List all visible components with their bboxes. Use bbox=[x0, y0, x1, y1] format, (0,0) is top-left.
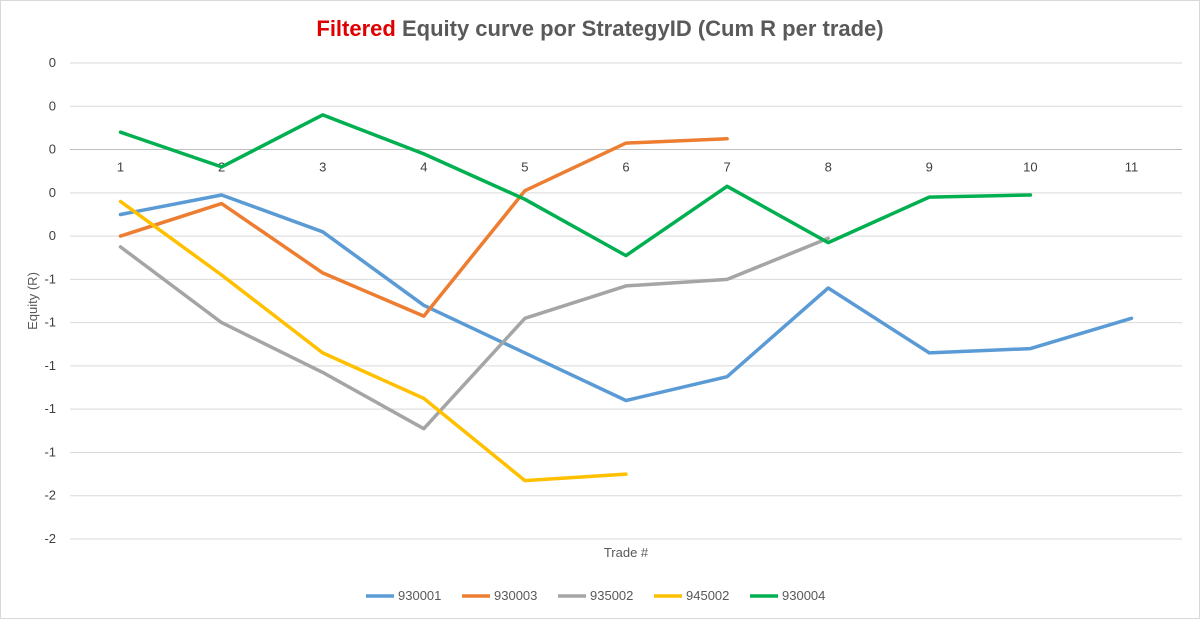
x-tick-label: 5 bbox=[521, 160, 528, 175]
series-line-945002 bbox=[118, 199, 628, 483]
y-tick-label: -1 bbox=[44, 271, 56, 286]
legend-label-930001: 930001 bbox=[398, 588, 441, 603]
x-axis-title: Trade # bbox=[604, 545, 649, 560]
y-axis-title: Equity (R) bbox=[25, 272, 40, 330]
y-tick-label: -2 bbox=[44, 531, 56, 546]
y-tick-label: -1 bbox=[44, 315, 56, 330]
legend-label-935002: 935002 bbox=[590, 588, 633, 603]
x-tick-label: 4 bbox=[420, 160, 427, 175]
x-tick-label: 7 bbox=[723, 160, 730, 175]
legend-label-930004: 930004 bbox=[782, 588, 825, 603]
series-line-930004 bbox=[118, 113, 1033, 258]
x-tick-label: 6 bbox=[622, 160, 629, 175]
chart-title-highlight: Filtered bbox=[316, 16, 396, 41]
y-tick-label: -1 bbox=[44, 401, 56, 416]
chart-title: Filtered Equity curve por StrategyID (Cu… bbox=[0, 16, 1200, 42]
y-tick-label: 0 bbox=[49, 142, 56, 157]
x-tick-label: 3 bbox=[319, 160, 326, 175]
legend-label-930003: 930003 bbox=[494, 588, 537, 603]
x-tick-label: 10 bbox=[1023, 160, 1037, 175]
x-tick-label: 8 bbox=[825, 160, 832, 175]
y-tick-label: -2 bbox=[44, 488, 56, 503]
y-tick-label: 0 bbox=[49, 55, 56, 70]
x-tick-label: 9 bbox=[926, 160, 933, 175]
series-line-930001 bbox=[118, 193, 1134, 403]
x-tick-label: 1 bbox=[117, 160, 124, 175]
y-tick-label: -1 bbox=[44, 444, 56, 459]
chart-title-text: Equity curve por StrategyID (Cum R per t… bbox=[401, 16, 884, 41]
y-tick-label: 0 bbox=[49, 228, 56, 243]
y-tick-label: 0 bbox=[49, 185, 56, 200]
y-tick-label: 0 bbox=[49, 98, 56, 113]
y-tick-label: -1 bbox=[44, 358, 56, 373]
legend-label-945002: 945002 bbox=[686, 588, 729, 603]
series-line-930003 bbox=[118, 136, 729, 318]
series-line-935002 bbox=[118, 236, 830, 431]
x-tick-label: 11 bbox=[1125, 160, 1139, 175]
